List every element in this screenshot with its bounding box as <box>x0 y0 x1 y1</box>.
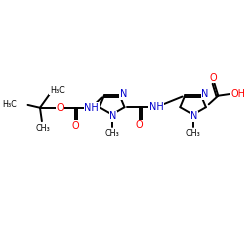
Text: O: O <box>210 72 217 83</box>
Text: O: O <box>72 121 79 131</box>
Text: NH: NH <box>149 102 164 112</box>
Text: N: N <box>201 90 208 100</box>
Text: CH₃: CH₃ <box>36 124 50 133</box>
Text: O: O <box>56 103 64 113</box>
Text: N: N <box>109 112 116 122</box>
Text: CH₃: CH₃ <box>104 129 119 138</box>
Text: H₃C: H₃C <box>50 86 64 95</box>
Text: O: O <box>136 120 143 130</box>
Text: N: N <box>190 112 198 122</box>
Text: CH₃: CH₃ <box>186 129 200 138</box>
Text: NH: NH <box>84 103 99 113</box>
Text: H₃C: H₃C <box>2 100 17 110</box>
Text: N: N <box>120 90 127 100</box>
Text: OH: OH <box>231 89 246 99</box>
